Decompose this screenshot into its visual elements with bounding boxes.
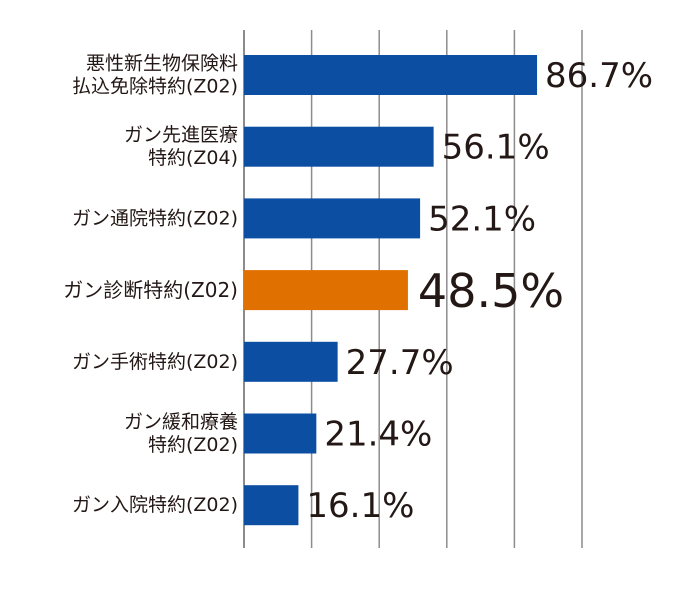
value-label: 27.7% [346,343,454,383]
value-label: 16.1% [306,486,414,526]
category-label: ガン緩和療養 [124,411,238,433]
value-labels: 86.7% 56.1% 52.1% 48.5% 27.7% 21.4% 16.1% [306,56,653,526]
category-label: ガン通院特約(Z02) [72,207,238,229]
value-label: 21.4% [324,415,432,455]
bar [244,270,408,311]
category-label: ガン入院特約(Z02) [72,494,238,516]
category-label: ガン診断特約(Z02) [63,278,238,302]
bar [244,55,538,95]
value-label: 86.7% [545,56,653,96]
category-label: 特約(Z04) [148,147,238,169]
bar [244,485,299,526]
category-label: ガン手術特約(Z02) [72,351,238,373]
bar [244,198,421,239]
bar [244,126,434,167]
bars [244,55,538,526]
value-label: 56.1% [442,128,550,168]
bar [244,341,338,382]
value-label: 48.5% [418,264,564,318]
category-label: ガン先進医療 [124,124,238,146]
bar [244,413,317,454]
value-label: 52.1% [428,199,536,239]
category-label: 払込免除特約(Z02) [72,76,238,98]
category-label: 特約(Z02) [148,434,238,456]
category-label: 悪性新生物保険料 [86,53,238,75]
